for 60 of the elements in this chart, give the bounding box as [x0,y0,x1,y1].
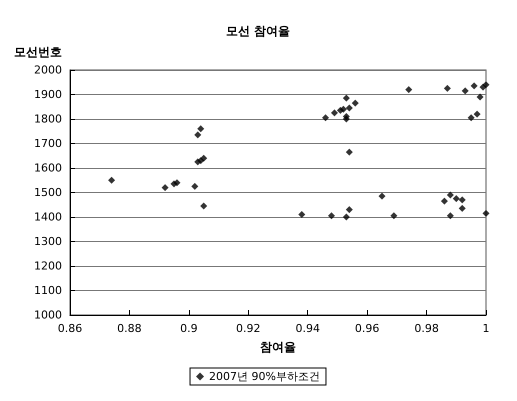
y-tick-label: 2000 [34,64,62,76]
x-tick-label: 0.96 [354,322,380,335]
point [378,192,386,200]
point [482,210,490,217]
y-tick-label: 1600 [34,162,62,174]
point [405,86,412,94]
point [328,212,335,220]
y-axis-title: 모선번호 [14,45,62,59]
point [108,176,116,184]
y-tick-label: 1500 [34,186,62,199]
point [458,196,466,204]
y-tick-label: 1100 [34,284,62,297]
point [346,104,353,112]
y-tick-label: 1300 [34,235,62,248]
y-tick-label: 1200 [34,260,62,272]
point [298,211,306,218]
point [342,116,350,122]
x-tick-label: 1 [482,322,490,335]
y-tick-label: 1400 [34,210,62,224]
legend-label: 2007년 90%부하조건 [209,370,320,383]
point [446,191,454,198]
point [197,125,204,132]
point [352,100,359,107]
point [440,198,448,205]
x-tick-label: 0.9 [180,322,198,335]
x-tick-label: 0.94 [295,322,320,335]
point [474,110,481,118]
point [444,84,451,92]
point [346,148,353,156]
point [452,195,460,202]
point [330,109,338,116]
y-tick-label: 1700 [34,137,62,150]
point [342,94,350,102]
point [446,212,454,220]
x-tick-label: 0.98 [414,322,439,335]
x-tick-label: 0.88 [117,322,142,335]
point [390,212,398,220]
point [462,87,469,94]
point [340,106,347,113]
chart-title: 모선 참여율 [226,24,290,38]
point [458,204,466,212]
point [200,154,208,162]
x-axis-title: 참여율 [260,340,296,354]
point [476,93,484,100]
point [346,206,353,214]
point [173,179,180,186]
point [342,214,350,220]
point [194,131,202,138]
point [200,202,208,210]
point [470,82,478,90]
y-tick-label: 1900 [34,88,62,101]
x-tick-label: 0.86 [58,322,82,335]
y-tick-label: 1000 [34,308,62,322]
point [191,182,198,190]
y-tick-label: 1800 [34,112,62,126]
point [162,184,169,192]
point [482,81,490,88]
x-tick-label: 0.92 [236,322,261,335]
point [468,114,475,122]
point [322,114,330,122]
